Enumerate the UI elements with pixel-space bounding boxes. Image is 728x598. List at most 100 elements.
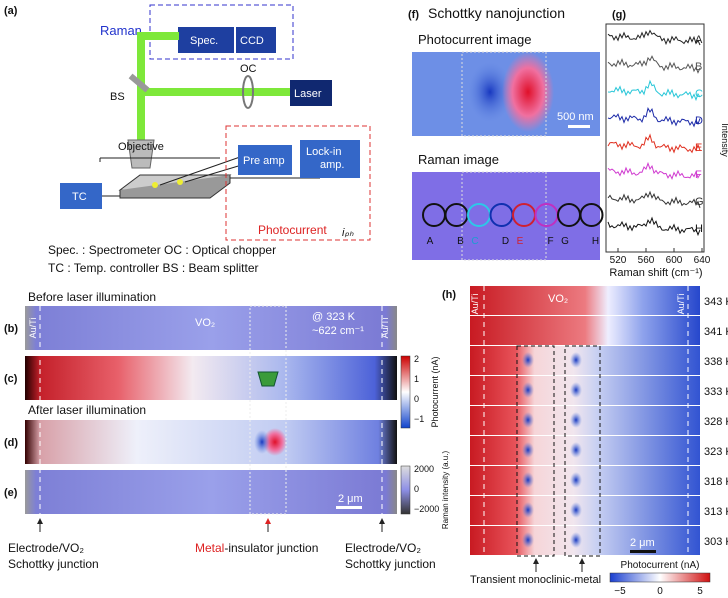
note-part: Metal bbox=[195, 541, 224, 555]
temperature-label: 333 K bbox=[704, 386, 728, 398]
y-label: Intensity bbox=[720, 123, 728, 157]
raman-strip bbox=[25, 470, 397, 514]
arrow bbox=[39, 520, 383, 532]
electrode-label: Au/Ti bbox=[28, 318, 38, 339]
scale-bar bbox=[568, 125, 590, 128]
panel-a: (a) Raman Spec. CCD BS OC Laser Objectiv… bbox=[4, 4, 371, 275]
spot-label: E bbox=[517, 236, 524, 247]
map-feature bbox=[522, 502, 534, 518]
tick-label: 640 bbox=[694, 255, 711, 266]
spot bbox=[579, 203, 604, 227]
map-feature bbox=[502, 52, 554, 132]
colorbar bbox=[609, 572, 711, 583]
spot-label: A bbox=[427, 236, 434, 247]
temperature-label: 343 K bbox=[704, 296, 728, 308]
colorbar-title: Photocurrent (nA) bbox=[621, 560, 700, 571]
electrode-edge bbox=[39, 306, 383, 514]
legend: TC : Temp. controller BS : Beam splitter bbox=[48, 261, 259, 275]
spectrometer bbox=[178, 27, 234, 53]
tick-label: 560 bbox=[638, 255, 655, 266]
raman-strip bbox=[25, 306, 397, 350]
spot-label: B bbox=[457, 236, 464, 247]
map-feature bbox=[570, 472, 582, 488]
map-feature bbox=[570, 532, 582, 548]
lock-in-label: Lock-in bbox=[306, 146, 341, 158]
map-feature bbox=[263, 428, 287, 456]
spot-label: F bbox=[547, 236, 553, 247]
x-label: Raman shift (cm⁻¹) bbox=[609, 267, 702, 279]
bs-label: BS bbox=[110, 91, 125, 103]
pre-amp bbox=[238, 145, 292, 175]
spectrum bbox=[607, 107, 701, 128]
tick-label: −1 bbox=[414, 414, 424, 424]
curve-label: C bbox=[695, 88, 703, 100]
laser-label: Laser bbox=[294, 88, 322, 100]
colorbar-title: Raman intensity (a.u.) bbox=[441, 451, 450, 530]
curve-label: H bbox=[695, 223, 703, 235]
tc-label: TC bbox=[72, 191, 87, 203]
vo2-label: VO₂ bbox=[548, 293, 568, 305]
photocurrent-row bbox=[470, 466, 700, 495]
shift-label: ~622 cm⁻¹ bbox=[312, 325, 364, 337]
map-feature bbox=[570, 352, 582, 368]
temperature-label: 313 K bbox=[704, 506, 728, 518]
map-feature bbox=[570, 442, 582, 458]
arrow bbox=[535, 560, 583, 572]
objective bbox=[257, 371, 279, 387]
ccd-label: CCD bbox=[240, 35, 264, 47]
spectrum bbox=[607, 190, 701, 208]
tick-label: 5 bbox=[697, 586, 703, 597]
electrode-label: Au/Ti bbox=[380, 318, 390, 339]
panel-label: (g) bbox=[612, 9, 626, 21]
roi bbox=[461, 171, 547, 261]
panel-be: Before laser illumination After laser il… bbox=[4, 290, 450, 571]
section-title: Before laser illumination bbox=[28, 290, 156, 304]
chopper bbox=[242, 75, 254, 109]
note-part: -insulator junction bbox=[224, 541, 318, 555]
objective-label: Objective bbox=[118, 141, 164, 153]
panel-f: (f) Schottky nanojunction Photocurrent i… bbox=[408, 5, 604, 261]
wire bbox=[99, 157, 220, 162]
plot-frame bbox=[605, 23, 705, 253]
temperature-label: 323 K bbox=[704, 446, 728, 458]
colorbar-title: Photocurrent (nA) bbox=[430, 356, 440, 427]
spot-label: G bbox=[561, 236, 569, 247]
temperature-label: 328 K bbox=[704, 416, 728, 428]
electrode-label: Au/Ti bbox=[676, 294, 686, 315]
panel-g: (g) A B C D E F G H Intensity 520 560 600 640 Rama… bbox=[605, 9, 728, 279]
map-feature bbox=[522, 472, 534, 488]
panel-label: (e) bbox=[4, 487, 18, 499]
colorbar bbox=[400, 355, 411, 429]
panel-label: (c) bbox=[4, 373, 18, 385]
beam-splitter bbox=[128, 73, 150, 93]
curve-label: D bbox=[695, 115, 703, 127]
lock-in-label: amp. bbox=[320, 159, 344, 171]
wire bbox=[102, 156, 320, 197]
beam bbox=[141, 88, 291, 96]
roi bbox=[249, 305, 287, 515]
roi bbox=[516, 345, 555, 557]
roi bbox=[564, 345, 601, 557]
note: Metal-insulator junction bbox=[195, 541, 318, 555]
temperature-label: 341 K bbox=[704, 326, 728, 338]
map-feature bbox=[570, 382, 582, 398]
scale-label: 2 μm bbox=[338, 493, 363, 505]
beam bbox=[137, 32, 179, 40]
electrode-edge bbox=[483, 286, 689, 556]
map-feature bbox=[522, 442, 534, 458]
tick-label: 0 bbox=[414, 484, 419, 494]
photocurrent-strip bbox=[25, 420, 397, 464]
roi bbox=[461, 51, 547, 137]
stage bbox=[119, 175, 231, 199]
sample bbox=[152, 182, 158, 188]
temperature-label: 318 K bbox=[704, 476, 728, 488]
panel-title: Schottky nanojunction bbox=[428, 5, 565, 21]
panel-h: (h) 343 K 341 K 338 K 333 K 328 K 323 K 318 K 3… bbox=[442, 286, 728, 597]
arrow-head bbox=[37, 518, 385, 524]
photocurrent-row bbox=[470, 406, 700, 435]
curve-label: F bbox=[695, 169, 702, 181]
subtitle: Raman image bbox=[418, 152, 499, 167]
spot-label: C bbox=[471, 236, 478, 247]
ccd bbox=[236, 27, 276, 53]
